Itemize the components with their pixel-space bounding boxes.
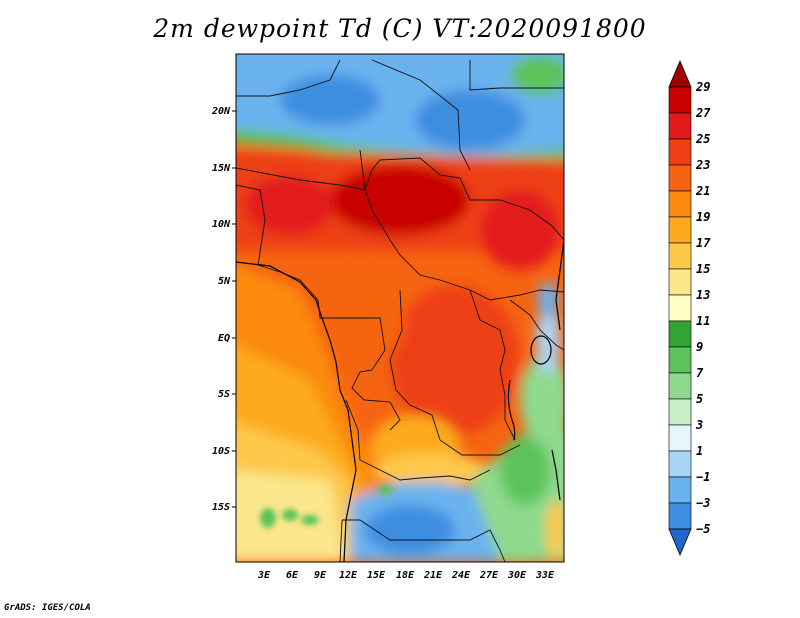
- lon-label: 21E: [423, 570, 443, 581]
- colorbar-label: 27: [695, 106, 711, 120]
- colorbar-label: 11: [696, 314, 710, 328]
- colorbar-label: 9: [696, 340, 703, 354]
- lat-label: 10S: [212, 446, 230, 457]
- latitude-axis: 20N 15N 10N 5N EQ 5S 10S 15S: [211, 106, 236, 513]
- lat-label: 15N: [212, 163, 231, 174]
- colorbar-segment: [668, 190, 692, 218]
- lat-label: 10N: [212, 219, 231, 230]
- lat-label: 5S: [218, 389, 230, 400]
- colorbar-top-arrow: [668, 59, 692, 88]
- colorbar-segment: [668, 424, 692, 452]
- colorbar-label: −5: [696, 522, 710, 536]
- colorbar-label: 21: [695, 184, 710, 198]
- colorbar-bottom-arrow: [668, 528, 692, 557]
- colorbar-segment: [668, 372, 692, 400]
- lon-label: 6E: [286, 570, 299, 581]
- colorbar-label: 15: [696, 262, 710, 276]
- longitude-axis: 3E 6E 9E 12E 15E 18E 21E 24E 27E 30E 33E: [257, 570, 555, 581]
- lon-label: 24E: [451, 570, 471, 581]
- lon-label: 33E: [535, 570, 555, 581]
- grads-credit: GrADS: IGES/COLA: [4, 603, 91, 613]
- colorbar-segment: [668, 476, 692, 504]
- colorbar-segment: [668, 242, 692, 270]
- colorbar-label: 7: [696, 366, 704, 380]
- colorbar-label: 3: [695, 418, 703, 432]
- lon-label: 27E: [479, 570, 499, 581]
- colorbar: 29 27 25 23 21 19 17 15 13 11 9 7 5 3 1 …: [668, 59, 711, 557]
- lon-label: 9E: [314, 570, 327, 581]
- colorbar-segment: [668, 346, 692, 374]
- colorbar-label: 25: [695, 132, 710, 146]
- lon-label: 30E: [507, 570, 527, 581]
- colorbar-segment: [668, 398, 692, 426]
- colorbar-label: 23: [695, 158, 710, 172]
- colorbar-label: 29: [695, 80, 710, 94]
- map-title: 2m dewpoint Td (C) VT:2020091800: [153, 14, 647, 43]
- map-frame: [235, 53, 565, 563]
- lon-label: 3E: [257, 570, 271, 581]
- colorbar-segment: [668, 320, 692, 348]
- lat-label: 20N: [211, 106, 231, 117]
- dewpoint-field: [236, 54, 564, 562]
- colorbar-segment: [668, 268, 692, 296]
- lat-label: 15S: [212, 502, 230, 513]
- colorbar-label: 5: [696, 392, 703, 406]
- colorbar-segment: [668, 502, 692, 530]
- colorbar-segment: [668, 86, 692, 114]
- colorbar-label: −3: [696, 496, 710, 510]
- colorbar-label: 19: [696, 210, 710, 224]
- lon-label: 15E: [367, 570, 386, 581]
- colorbar-segment: [668, 138, 692, 166]
- colorbar-segment: [668, 216, 692, 244]
- colorbar-label: 17: [696, 236, 711, 250]
- lat-label: 5N: [218, 276, 231, 287]
- colorbar-label: −1: [696, 470, 710, 484]
- colorbar-segment: [668, 294, 692, 322]
- colorbar-segment: [668, 112, 692, 140]
- colorbar-label: 13: [696, 288, 710, 302]
- colorbar-segment: [668, 450, 692, 478]
- lon-label: 18E: [396, 570, 415, 581]
- lon-label: 12E: [339, 570, 358, 581]
- lat-label: EQ: [218, 333, 230, 344]
- colorbar-segment: [668, 164, 692, 192]
- colorbar-label: 1: [696, 444, 703, 458]
